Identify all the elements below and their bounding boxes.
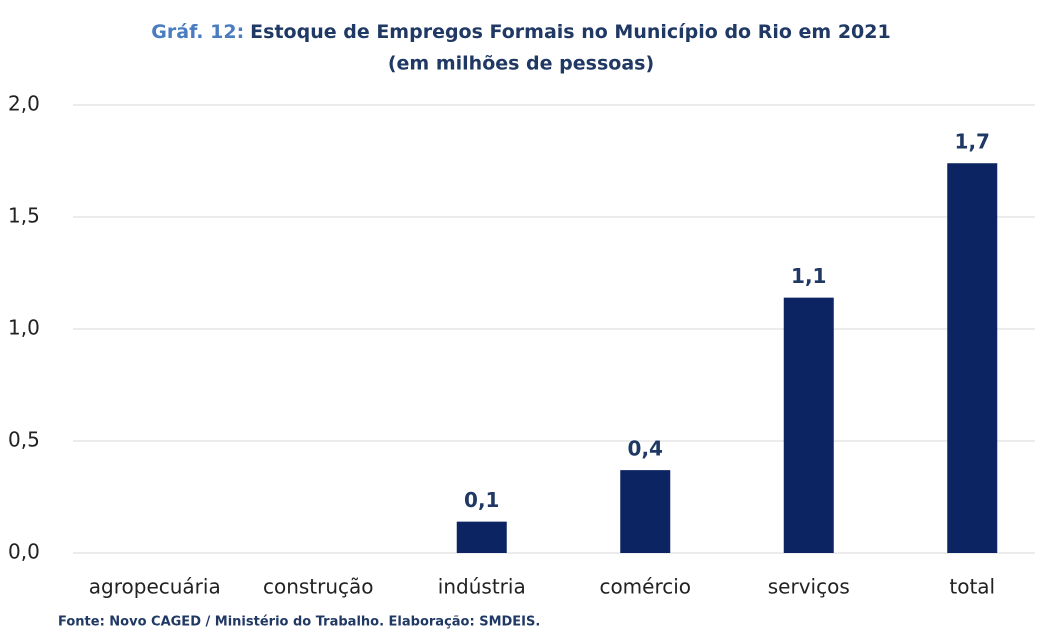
x-tick-label: agropecuária <box>89 575 221 599</box>
x-tick-label: total <box>949 575 995 599</box>
y-tick-label: 0,5 <box>8 428 40 452</box>
chart-title-line: Gráf. 12: Estoque de Empregos Formais no … <box>151 21 890 43</box>
chart-title: Estoque de Empregos Formais no Município… <box>250 21 891 43</box>
bar <box>620 470 671 553</box>
x-tick-label: serviços <box>768 575 850 599</box>
y-tick-label: 2,0 <box>8 92 40 116</box>
value-label: 0,1 <box>464 488 499 512</box>
value-label: 1,1 <box>791 264 826 288</box>
bar <box>456 521 507 553</box>
x-tick-label: comércio <box>599 575 691 599</box>
y-tick-label: 1,0 <box>8 316 40 340</box>
y-tick-label: 1,5 <box>8 204 40 228</box>
title-number: Gráf. 12: <box>151 21 244 43</box>
value-label: 1,7 <box>955 130 990 154</box>
bar <box>947 163 998 554</box>
chart-subtitle: (em milhões de pessoas) <box>388 53 654 75</box>
value-label: 0,4 <box>628 437 663 461</box>
x-tick-label: construção <box>263 575 374 599</box>
x-tick-label: indústria <box>438 575 526 599</box>
source-note: Fonte: Novo CAGED / Ministério do Trabal… <box>58 615 540 630</box>
y-tick-label: 0,0 <box>8 540 40 564</box>
bar <box>783 297 834 553</box>
